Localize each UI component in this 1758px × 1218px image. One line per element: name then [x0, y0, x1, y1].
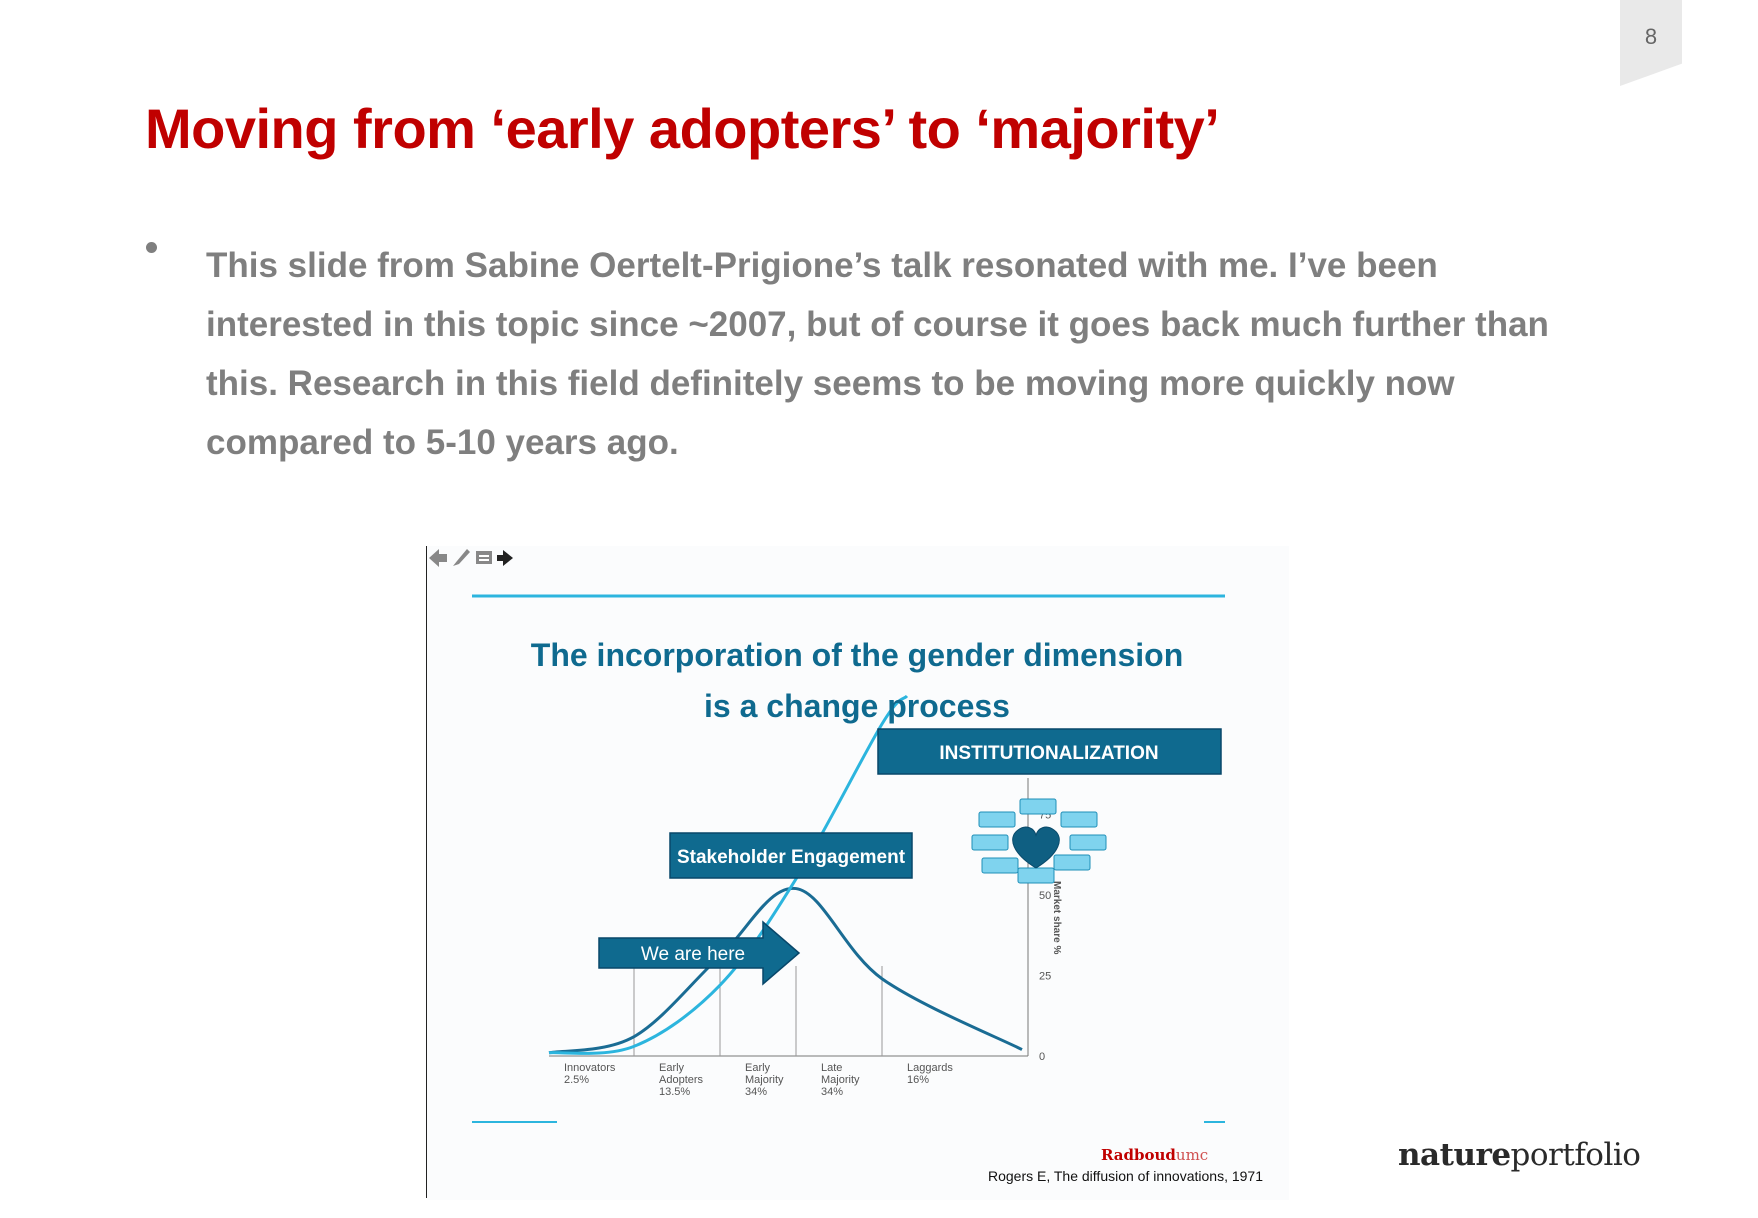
- radboud-brand: Radboudumc: [1101, 1146, 1208, 1164]
- y-axis-label: Market share %: [1051, 881, 1062, 954]
- citation: Rogers E, The diffusion of innovations, …: [988, 1168, 1263, 1184]
- bullet-dot-icon: [146, 242, 157, 253]
- scurve-series: [548, 694, 909, 1055]
- y-tick-label: 0: [1039, 1051, 1045, 1063]
- stakeholder-label: Stakeholder Engagement: [677, 847, 906, 868]
- y-tick-label: 25: [1039, 971, 1051, 983]
- slide-title: Moving from ‘early adopters’ to ‘majorit…: [145, 97, 1220, 160]
- slides-icon[interactable]: [476, 551, 492, 564]
- embedded-slide-title: The incorporation of the gender dimensio…: [467, 630, 1247, 732]
- institutionalization-label: INSTITUTIONALIZATION: [939, 743, 1158, 764]
- institutionalization-box: [877, 728, 1222, 775]
- embedded-title-line1: The incorporation of the gender dimensio…: [530, 637, 1184, 673]
- y-tick-label: 50: [1039, 890, 1051, 902]
- segment-label: Early Adopters 13.5%: [659, 1062, 704, 1098]
- we-are-here-label: We are here: [641, 944, 745, 965]
- segment-label: Laggards 16%: [907, 1062, 953, 1086]
- back-arrow-icon[interactable]: [429, 549, 447, 567]
- page-number: 8: [1644, 24, 1658, 49]
- nature-portfolio-logo: natureportfolio: [1398, 1137, 1641, 1173]
- bricks-heart-icon: [971, 798, 1107, 884]
- bell-curve-series: [548, 887, 1023, 1055]
- stakeholder-box: [669, 832, 913, 879]
- pen-icon[interactable]: [453, 549, 470, 566]
- we-are-here-arrow-icon: [598, 920, 801, 986]
- forward-arrow-icon[interactable]: [497, 550, 513, 566]
- slideshow-nav-toolbar[interactable]: [427, 546, 527, 570]
- segment-label: Late Majority 34%: [821, 1062, 860, 1098]
- bullet-text: This slide from Sabine Oertelt-Prigione’…: [206, 246, 1549, 462]
- embedded-title-line2: is a change process: [704, 688, 1010, 724]
- embedded-slide: 0 25 50 75 Market share % Innovators 2.5% Early…: [427, 546, 1289, 1200]
- segment-label: Innovators 2.5%: [564, 1062, 616, 1086]
- segment-label: Early Majority 34%: [745, 1062, 784, 1098]
